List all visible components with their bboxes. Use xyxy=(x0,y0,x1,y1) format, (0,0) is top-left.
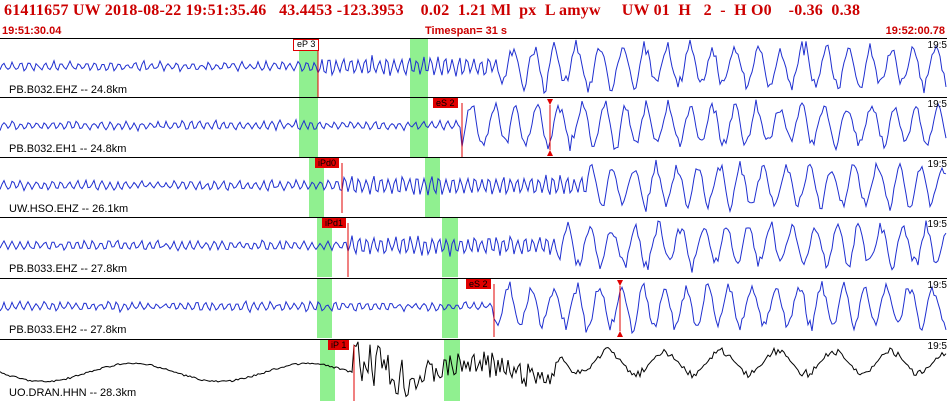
start-time: 19:51:30.04 xyxy=(2,25,62,37)
seismogram-trace-area xyxy=(0,39,947,98)
processing-window xyxy=(444,340,460,401)
processing-window xyxy=(442,279,458,338)
seismogram-panel-b033-ehz[interactable]: iPd1 PB.B033.EHZ -- 27.8km 19:5 xyxy=(0,217,947,277)
phase-pick-label[interactable]: eP 3 xyxy=(293,39,320,51)
time-tick-label: 19:5 xyxy=(927,159,947,170)
seismogram-trace-area xyxy=(0,158,947,217)
event-summary-line: 61411657 UW 2018-08-22 19:51:35.46 43.44… xyxy=(4,2,861,19)
seismogram-trace-area xyxy=(0,98,947,157)
processing-window xyxy=(425,158,440,217)
station-channel-label: PB.B032.EHZ -- 24.8km xyxy=(9,84,127,96)
waveform-trace xyxy=(0,281,947,335)
event-header: 61411657 UW 2018-08-22 19:51:35.46 43.44… xyxy=(0,0,947,38)
seismogram-trace-area xyxy=(0,279,947,338)
waveform-trace xyxy=(0,99,947,152)
station-channel-label: PB.B032.EH1 -- 24.8km xyxy=(9,143,127,155)
phase-pick-label[interactable]: eS 2 xyxy=(466,279,491,289)
time-tick-label: 19:5 xyxy=(927,280,947,291)
seismogram-trace-area xyxy=(0,218,947,277)
station-channel-label: UO.DRAN.HHN -- 28.3km xyxy=(9,387,137,399)
waveform-trace xyxy=(0,39,947,95)
phase-pick-label[interactable]: iP 1 xyxy=(328,340,350,350)
phase-pick-label[interactable]: iPd1 xyxy=(322,218,347,228)
station-channel-label: PB.B033.EH2 -- 27.8km xyxy=(9,324,127,336)
waveform-trace xyxy=(0,159,947,214)
processing-window xyxy=(442,218,458,277)
amplitude-marker-top[interactable] xyxy=(617,280,623,286)
seismogram-panel-b033-eh2[interactable]: eS 2 PB.B033.EH2 -- 27.8km 19:5 xyxy=(0,278,947,338)
phase-pick-label[interactable]: iPd0 xyxy=(315,158,340,168)
amplitude-marker-top[interactable] xyxy=(547,99,553,105)
waveform-trace xyxy=(0,220,947,273)
processing-window xyxy=(320,340,335,401)
seismogram-panel-b032-eh1[interactable]: eS 2 PB.B032.EH1 -- 24.8km 19:5 xyxy=(0,97,947,157)
amplitude-marker-bottom[interactable] xyxy=(547,150,553,156)
seismogram-panel-dran-hhn[interactable]: iP 1 UO.DRAN.HHN -- 28.3km 19:5 xyxy=(0,339,947,401)
timespan-label: Timespan= 31 s xyxy=(425,25,508,37)
station-channel-label: UW.HSO.EHZ -- 26.1km xyxy=(9,203,129,215)
seismogram-panel-hso-ehz[interactable]: iPd0 UW.HSO.EHZ -- 26.1km 19:5 xyxy=(0,157,947,217)
time-tick-label: 19:5 xyxy=(927,341,947,352)
seismogram-trace-area xyxy=(0,340,947,401)
end-time: 19:52:00.78 xyxy=(885,25,945,37)
phase-pick-label[interactable]: eS 2 xyxy=(433,98,458,108)
amplitude-marker-bottom[interactable] xyxy=(617,331,623,337)
waveform-trace xyxy=(0,341,947,398)
time-tick-label: 19:5 xyxy=(927,40,947,51)
time-tick-label: 19:5 xyxy=(927,99,947,110)
seismogram-panel-b032-ehz[interactable]: eP 3 PB.B032.EHZ -- 24.8km 19:5 xyxy=(0,38,947,98)
station-channel-label: PB.B033.EHZ -- 27.8km xyxy=(9,263,127,275)
processing-window xyxy=(299,39,318,98)
time-tick-label: 19:5 xyxy=(927,219,947,230)
